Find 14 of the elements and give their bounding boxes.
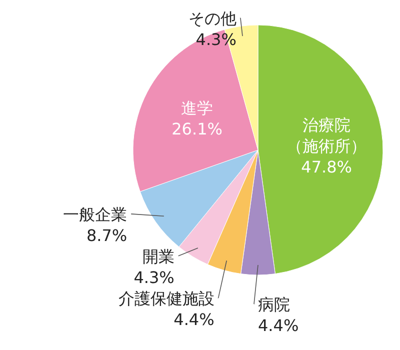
slice-label: 治療院（施術所） [286,115,367,156]
slice-label: その他 [188,9,236,28]
slice-label: 病院 [258,295,290,314]
data-label: 4.4% [258,316,299,335]
data-label: 8.7% [86,226,128,245]
data-label: 4.4% [174,310,214,329]
data-label: 4.3% [134,268,174,287]
data-label: 26.1% [172,120,222,139]
slice-label: 介護保健施設 [118,288,214,308]
slice-label: 進学 [181,98,214,118]
slice-label: 開業 [142,246,174,266]
data-label: 47.8% [301,157,352,176]
slice-label: 一般企業 [63,204,128,224]
data-label: 4.3% [196,30,236,49]
